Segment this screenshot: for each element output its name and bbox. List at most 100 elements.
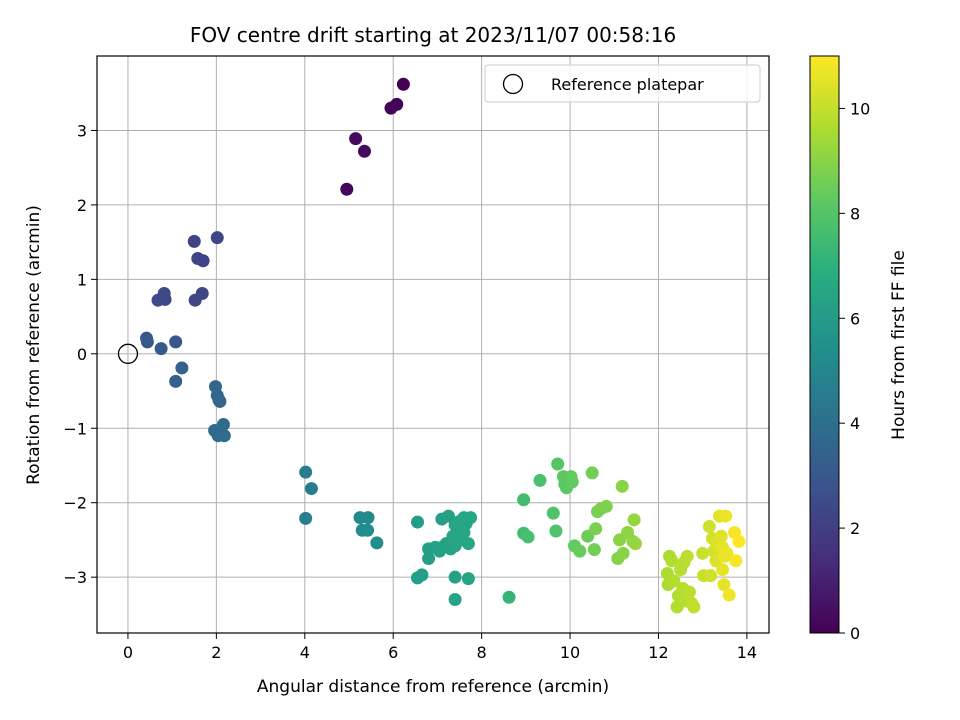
data-point — [729, 554, 743, 568]
data-point — [589, 522, 603, 536]
data-point — [720, 546, 734, 560]
data-point — [217, 429, 231, 443]
data-point — [573, 544, 587, 558]
legend-entry: Reference platepar — [551, 75, 704, 94]
x-axis-ticks: 0 2 4 6 8 10 12 14 — [123, 633, 757, 662]
x-tick-label: 2 — [211, 643, 221, 662]
data-point — [361, 511, 375, 525]
y-axis-label: Rotation from reference (arcmin) — [24, 205, 44, 485]
data-point — [448, 570, 462, 584]
x-tick-label: 14 — [737, 643, 757, 662]
y-tick-label: 2 — [77, 196, 87, 215]
data-point — [370, 536, 384, 550]
data-point — [196, 254, 210, 268]
y-axis-ticks: −3 −2 −1 0 1 2 3 — [63, 121, 97, 587]
x-axis-label: Angular distance from reference (arcmin) — [257, 677, 609, 697]
data-point — [340, 182, 354, 196]
data-point — [188, 293, 202, 307]
y-tick-label: 0 — [77, 345, 87, 364]
reference-marker — [117, 343, 139, 364]
data-point — [616, 546, 630, 560]
plot-frame — [96, 55, 770, 634]
data-point — [216, 418, 230, 432]
data-point — [422, 552, 436, 566]
data-point — [722, 588, 736, 602]
data-point — [628, 537, 642, 551]
x-tick-label: 4 — [300, 643, 310, 662]
data-point — [304, 482, 318, 496]
data-point — [719, 509, 733, 523]
data-point — [687, 600, 701, 614]
data-point — [615, 479, 629, 493]
colorbar-tick-label: 0 — [850, 624, 860, 643]
legend-box — [484, 64, 761, 103]
data-point — [667, 574, 681, 588]
data-point — [665, 554, 679, 568]
data-point — [704, 569, 718, 583]
colorbar-tick-label: 6 — [850, 309, 860, 328]
data-point — [546, 506, 560, 520]
colorbar-label: Hours from first FF file — [889, 250, 909, 440]
data-point — [299, 511, 313, 525]
data-point — [565, 475, 579, 489]
data-point — [169, 335, 183, 349]
colorbar-tick-label: 8 — [850, 204, 860, 223]
data-point — [461, 572, 475, 586]
x-tick-label: 10 — [560, 643, 580, 662]
data-point — [682, 585, 696, 599]
data-point — [187, 234, 201, 248]
data-point — [585, 466, 599, 480]
data-point — [517, 493, 531, 507]
data-point — [169, 374, 183, 388]
data-point — [390, 97, 404, 111]
colorbar-tick-label: 2 — [850, 519, 860, 538]
colorbar-tick-label: 10 — [850, 99, 870, 118]
colorbar — [810, 56, 839, 633]
colorbar-tick-label: 4 — [850, 414, 860, 433]
data-point — [732, 534, 746, 548]
data-point — [461, 537, 475, 551]
data-point — [464, 511, 478, 525]
data-point — [396, 77, 410, 91]
data-point — [213, 394, 227, 408]
y-tick-label: 1 — [77, 270, 87, 289]
data-point — [357, 144, 371, 158]
data-point — [154, 342, 168, 356]
reference-platepar-point — [117, 343, 139, 364]
data-point — [717, 578, 731, 592]
data-point — [158, 292, 172, 306]
data-point — [299, 465, 313, 479]
data-point — [441, 509, 455, 523]
data-point — [551, 457, 565, 471]
data-point — [587, 543, 601, 557]
data-point — [521, 530, 535, 544]
x-tick-label: 12 — [648, 643, 668, 662]
y-tick-label: −3 — [63, 568, 87, 587]
legend: Reference platepar — [484, 64, 761, 103]
x-tick-label: 6 — [388, 643, 398, 662]
data-point — [549, 524, 563, 538]
data-point — [533, 473, 547, 487]
y-tick-label: −2 — [63, 494, 87, 513]
x-tick-label: 0 — [123, 643, 133, 662]
data-points — [140, 77, 746, 614]
data-point — [361, 523, 375, 537]
data-point — [714, 529, 728, 543]
data-point — [210, 231, 224, 245]
colorbar-frame — [809, 55, 840, 634]
colorbar-ticks: 0 2 4 6 8 10 — [839, 99, 870, 643]
data-point — [175, 361, 189, 375]
y-tick-label: 3 — [77, 121, 87, 140]
chart-title: FOV centre drift starting at 2023/11/07 … — [190, 23, 676, 47]
data-point — [448, 592, 462, 606]
data-point — [415, 568, 429, 582]
data-point — [411, 515, 425, 529]
legend-reference-marker — [502, 73, 524, 95]
data-point — [599, 499, 613, 513]
data-point — [140, 335, 154, 349]
y-tick-label: −1 — [63, 419, 87, 438]
data-point — [502, 590, 516, 604]
data-point — [627, 513, 641, 527]
data-point — [680, 549, 694, 563]
data-point — [702, 520, 716, 534]
